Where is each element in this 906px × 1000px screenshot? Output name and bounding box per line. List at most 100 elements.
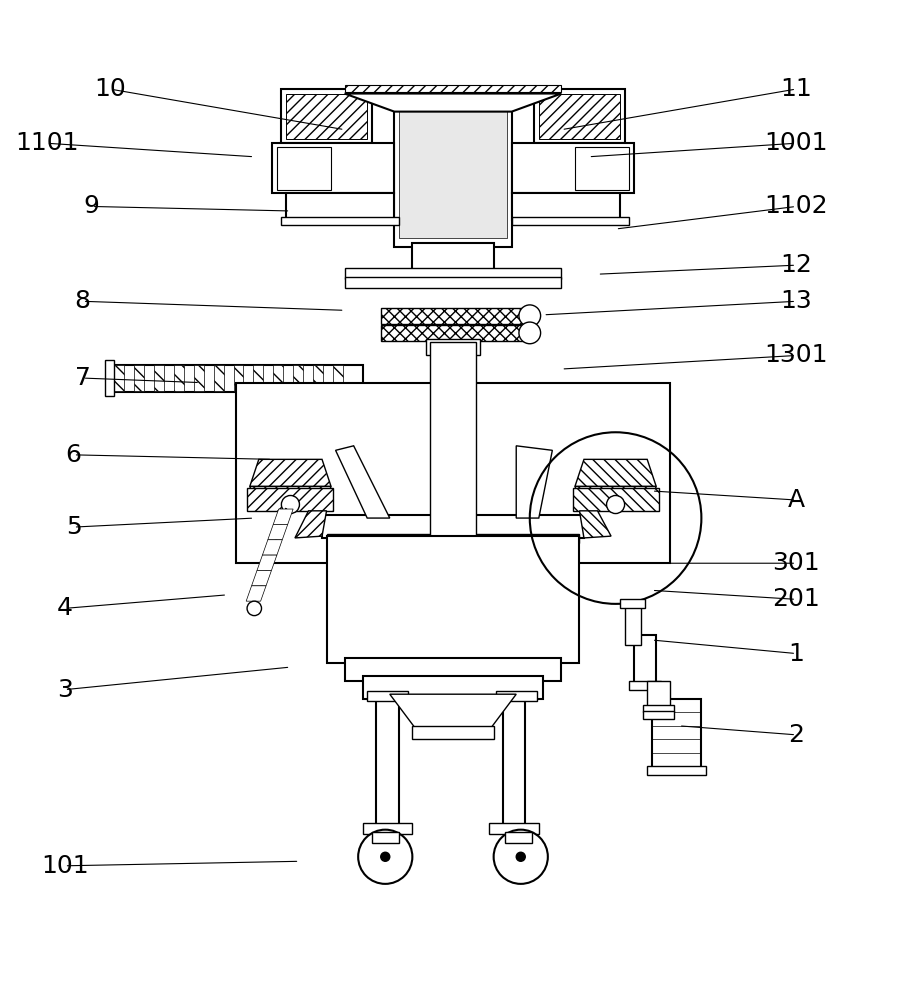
Text: 1102: 1102: [765, 194, 828, 218]
Polygon shape: [246, 586, 266, 601]
Text: 8: 8: [74, 289, 91, 313]
FancyBboxPatch shape: [282, 217, 399, 225]
FancyBboxPatch shape: [344, 268, 562, 279]
Text: 3: 3: [57, 678, 72, 702]
FancyBboxPatch shape: [344, 658, 562, 681]
FancyBboxPatch shape: [642, 705, 674, 712]
FancyBboxPatch shape: [573, 488, 659, 511]
Circle shape: [381, 852, 390, 861]
Polygon shape: [516, 446, 553, 518]
Circle shape: [494, 830, 548, 884]
Polygon shape: [234, 365, 244, 391]
Text: 1001: 1001: [765, 131, 828, 155]
Circle shape: [247, 601, 262, 616]
Text: 1301: 1301: [765, 343, 828, 367]
Text: 1: 1: [788, 642, 805, 666]
FancyBboxPatch shape: [376, 694, 399, 825]
FancyBboxPatch shape: [624, 604, 641, 645]
FancyBboxPatch shape: [381, 308, 525, 324]
FancyBboxPatch shape: [326, 536, 580, 663]
FancyBboxPatch shape: [394, 94, 512, 247]
Polygon shape: [575, 459, 656, 486]
Polygon shape: [174, 365, 184, 391]
Polygon shape: [252, 570, 272, 586]
FancyBboxPatch shape: [362, 823, 412, 834]
Text: 11: 11: [780, 77, 812, 101]
Polygon shape: [580, 511, 611, 538]
Text: 9: 9: [83, 194, 100, 218]
Polygon shape: [257, 555, 277, 570]
FancyBboxPatch shape: [512, 193, 620, 220]
FancyBboxPatch shape: [512, 217, 629, 225]
Text: 201: 201: [772, 587, 820, 611]
FancyBboxPatch shape: [110, 365, 362, 392]
FancyBboxPatch shape: [489, 823, 539, 834]
Text: 4: 4: [56, 596, 72, 620]
FancyBboxPatch shape: [412, 726, 494, 739]
FancyBboxPatch shape: [633, 635, 656, 685]
Polygon shape: [390, 694, 516, 730]
Text: A: A: [787, 488, 805, 512]
Polygon shape: [250, 486, 331, 509]
Text: 101: 101: [41, 854, 89, 878]
Text: 13: 13: [780, 289, 812, 313]
FancyBboxPatch shape: [642, 711, 674, 719]
FancyBboxPatch shape: [539, 94, 620, 139]
Circle shape: [519, 322, 541, 344]
Polygon shape: [344, 85, 562, 92]
Polygon shape: [194, 365, 204, 391]
FancyBboxPatch shape: [344, 277, 562, 288]
Text: 12: 12: [780, 253, 812, 277]
Circle shape: [358, 830, 412, 884]
FancyBboxPatch shape: [629, 681, 660, 690]
Text: 6: 6: [65, 443, 82, 467]
Polygon shape: [154, 365, 164, 391]
Polygon shape: [214, 365, 224, 391]
Polygon shape: [274, 365, 284, 391]
FancyBboxPatch shape: [381, 325, 525, 341]
FancyBboxPatch shape: [105, 360, 114, 396]
FancyBboxPatch shape: [575, 147, 629, 190]
Circle shape: [282, 495, 300, 514]
Polygon shape: [250, 459, 331, 486]
Polygon shape: [263, 540, 283, 555]
FancyBboxPatch shape: [286, 94, 367, 139]
FancyBboxPatch shape: [651, 699, 701, 771]
FancyBboxPatch shape: [412, 243, 494, 274]
FancyBboxPatch shape: [430, 342, 476, 541]
Polygon shape: [274, 509, 294, 524]
FancyBboxPatch shape: [247, 488, 333, 511]
Polygon shape: [294, 365, 304, 391]
FancyBboxPatch shape: [535, 89, 624, 143]
FancyBboxPatch shape: [399, 103, 507, 238]
Circle shape: [519, 305, 541, 327]
Polygon shape: [333, 365, 342, 391]
FancyBboxPatch shape: [277, 147, 331, 190]
Text: 301: 301: [773, 551, 820, 575]
Text: 1101: 1101: [14, 131, 78, 155]
Polygon shape: [335, 446, 390, 518]
FancyBboxPatch shape: [620, 599, 645, 608]
FancyBboxPatch shape: [512, 143, 633, 193]
Polygon shape: [295, 511, 326, 538]
Polygon shape: [268, 524, 288, 540]
FancyBboxPatch shape: [322, 515, 584, 538]
FancyBboxPatch shape: [273, 143, 394, 193]
FancyBboxPatch shape: [362, 676, 544, 699]
Text: 5: 5: [66, 515, 82, 539]
Polygon shape: [344, 392, 562, 428]
FancyBboxPatch shape: [506, 832, 533, 843]
Polygon shape: [313, 365, 323, 391]
Text: 7: 7: [74, 366, 91, 390]
Polygon shape: [575, 486, 656, 509]
FancyBboxPatch shape: [367, 691, 408, 701]
Circle shape: [516, 852, 525, 861]
Polygon shape: [114, 365, 124, 391]
FancyBboxPatch shape: [647, 766, 706, 775]
FancyBboxPatch shape: [236, 383, 670, 563]
Circle shape: [606, 495, 624, 514]
Polygon shape: [254, 365, 264, 391]
Polygon shape: [134, 365, 144, 391]
FancyBboxPatch shape: [326, 534, 580, 543]
FancyBboxPatch shape: [286, 193, 394, 220]
